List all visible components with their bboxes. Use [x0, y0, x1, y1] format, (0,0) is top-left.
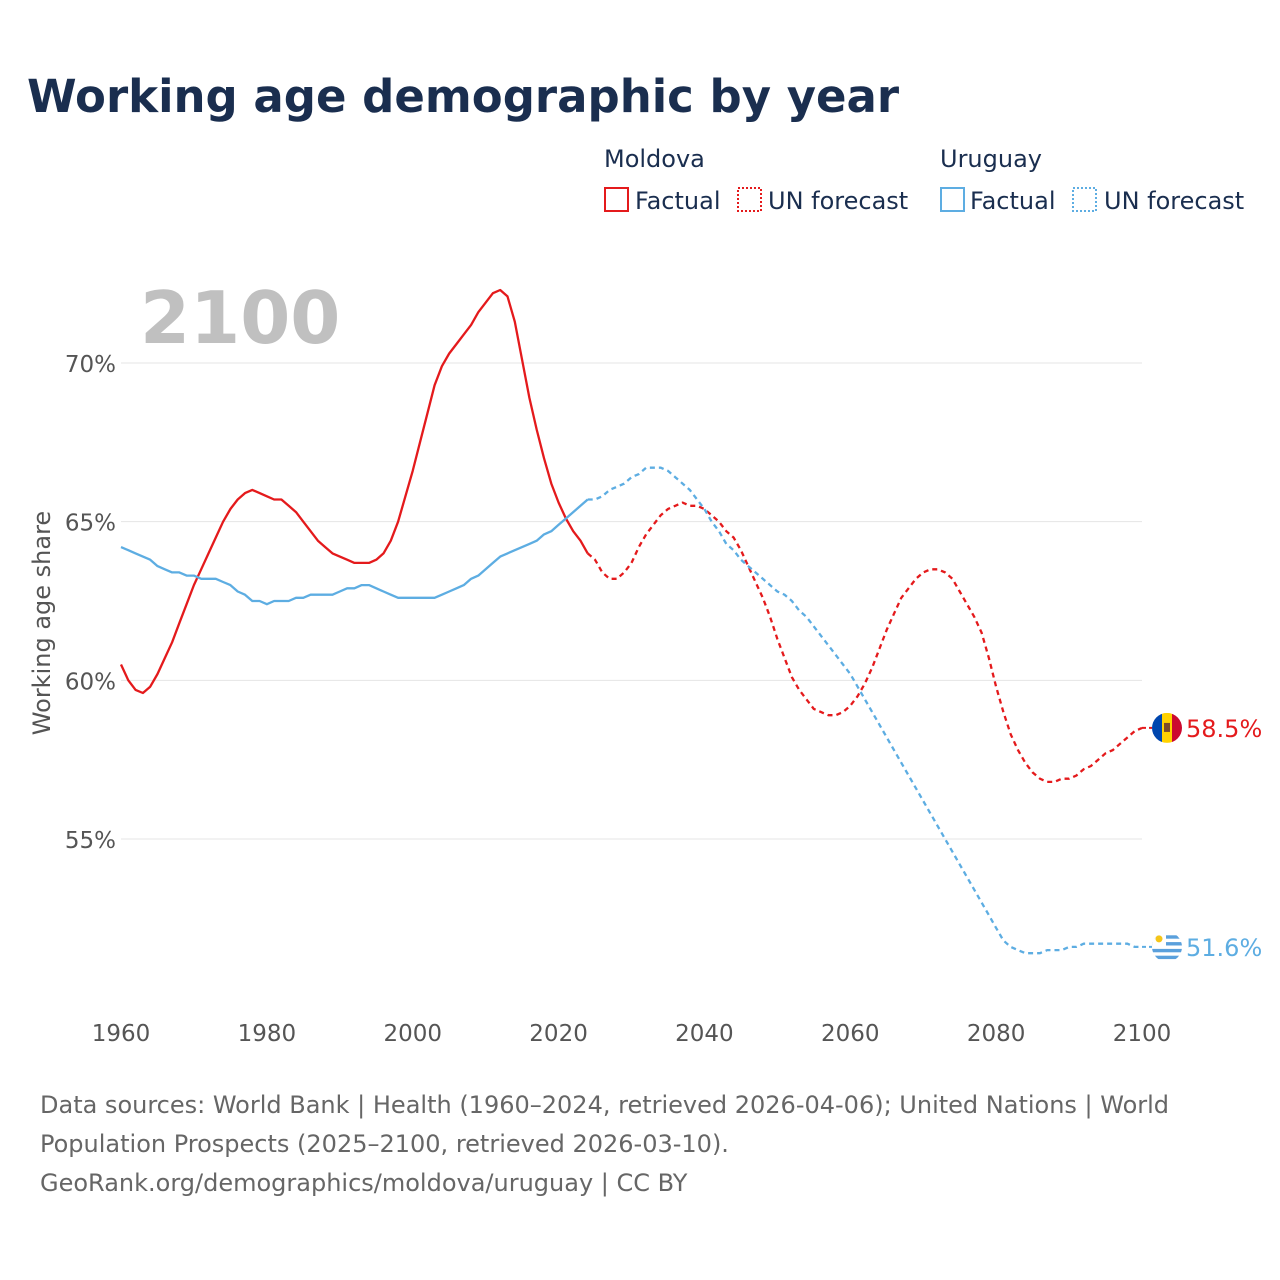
y-axis-label: Working age share	[28, 511, 56, 735]
uruguay-flag-icon	[1152, 931, 1182, 962]
line-chart: Working age demographic by year Moldova …	[27, 70, 1262, 1047]
series-lines	[119, 288, 1143, 955]
y-axis-ticks: 55% 60% 65% 70%	[65, 352, 116, 854]
footer-line-3: GeoRank.org/demographics/moldova/uruguay…	[40, 1169, 688, 1197]
footer-line-2: Population Prospects (2025–2100, retriev…	[40, 1130, 729, 1158]
x-tick-label: 2080	[967, 1021, 1026, 1047]
legend-swatch-moldova-factual	[604, 187, 629, 212]
x-tick-label: 2000	[383, 1021, 442, 1047]
legend-swatch-uruguay-factual	[940, 187, 965, 212]
legend-country-moldova: Moldova	[604, 145, 705, 173]
x-tick-label: 2020	[529, 1021, 588, 1047]
gridlines	[121, 362, 1142, 840]
x-tick-label: 2060	[821, 1021, 880, 1047]
series-line-moldova-forecast	[586, 501, 1143, 784]
legend-swatch-uruguay-forecast	[1072, 187, 1097, 212]
y-tick-label: 65%	[65, 511, 116, 537]
series-line-moldova-factual	[119, 288, 589, 695]
y-tick-label: 70%	[65, 352, 116, 378]
x-tick-label: 2040	[675, 1021, 734, 1047]
legend: Moldova Factual UN forecast Uruguay Fact…	[604, 145, 1244, 215]
x-tick-label: 2100	[1113, 1021, 1172, 1047]
y-tick-label: 60%	[65, 669, 116, 695]
end-value-label-uruguay: 51.6%	[1186, 934, 1262, 962]
year-watermark: 2100	[140, 276, 340, 360]
footer-source: Data sources: World Bank | Health (1960–…	[40, 1086, 1240, 1203]
series-line-uruguay-forecast	[587, 466, 1142, 955]
x-tick-label: 1960	[92, 1021, 151, 1047]
series-line-uruguay-factual	[120, 498, 589, 606]
moldova-flag-icon	[1152, 712, 1182, 743]
x-tick-label: 1980	[238, 1021, 297, 1047]
legend-label-uruguay-factual: Factual	[970, 187, 1056, 215]
end-markers: 58.5% 51.6%	[1142, 712, 1262, 962]
x-axis-ticks: 1960 1980 2000 2020 2040 2060 2080 2100	[92, 1021, 1172, 1047]
legend-label-moldova-factual: Factual	[635, 187, 721, 215]
legend-label-moldova-forecast: UN forecast	[768, 187, 908, 215]
chart-title: Working age demographic by year	[27, 70, 900, 123]
legend-swatch-moldova-forecast	[737, 187, 762, 212]
end-value-label-moldova: 58.5%	[1186, 715, 1262, 743]
legend-country-uruguay: Uruguay	[940, 145, 1042, 173]
footer-line-1: Data sources: World Bank | Health (1960–…	[40, 1091, 1170, 1119]
legend-label-uruguay-forecast: UN forecast	[1104, 187, 1244, 215]
y-tick-label: 55%	[65, 828, 116, 854]
